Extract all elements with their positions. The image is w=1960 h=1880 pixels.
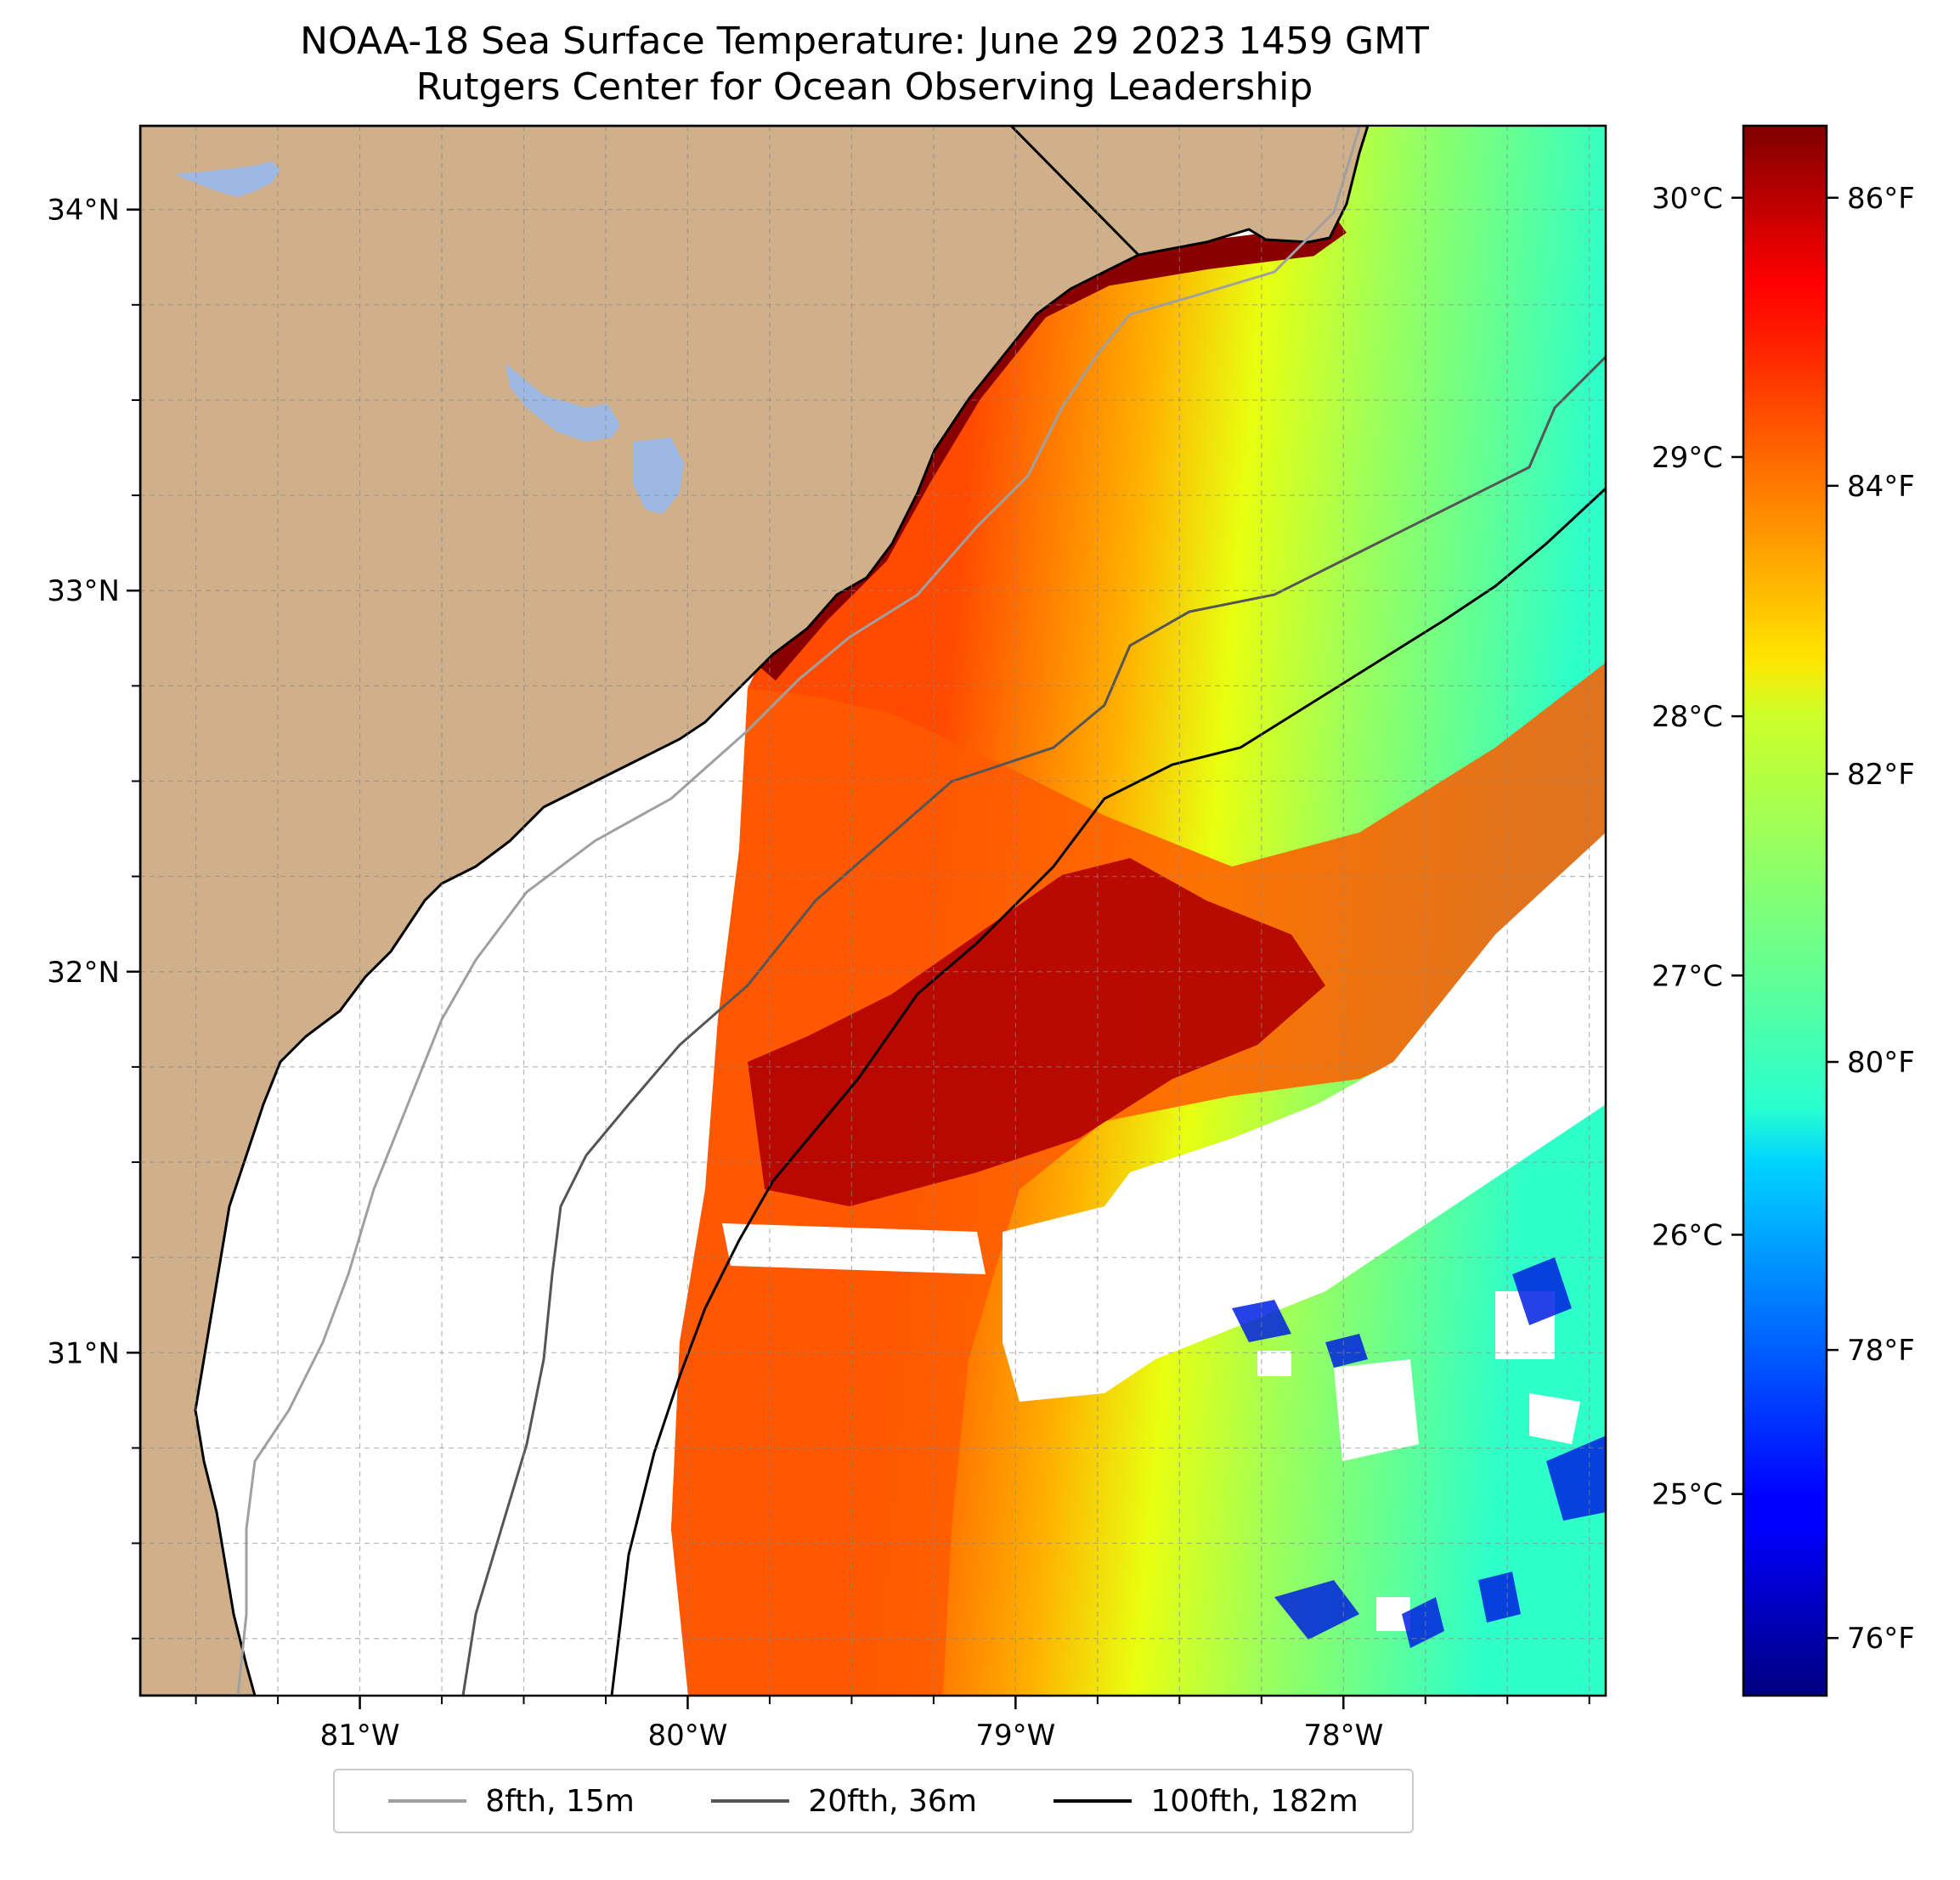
hot-core (748, 858, 1325, 1206)
legend-label-8fth: 8fth, 15m (485, 1783, 635, 1819)
legend-item-20fth: 20fth, 36m (711, 1784, 977, 1819)
gridlines (140, 126, 1606, 1696)
celsius-tick-label: 27°C (1652, 959, 1723, 993)
fahrenheit-tick-label: 84°F (1847, 470, 1915, 504)
fahrenheit-tick-label: 76°F (1847, 1622, 1915, 1656)
lat-tick-label: 32°N (47, 956, 120, 990)
lon-tick-label: 81°W (320, 1719, 400, 1753)
legend-label-100fth: 100fth, 182m (1150, 1783, 1358, 1819)
celsius-tick-label: 25°C (1652, 1478, 1723, 1512)
isobath-legend: 8fth, 15m 20fth, 36m 100fth, 182m (333, 1769, 1414, 1833)
legend-item-8fth: 8fth, 15m (388, 1784, 635, 1819)
legend-swatch-100fth (1053, 1799, 1133, 1803)
isobath-20fth (461, 355, 1606, 1696)
legend-swatch-8fth (388, 1799, 467, 1803)
celsius-tick-label: 26°C (1652, 1218, 1723, 1252)
cloud-mask (722, 833, 1606, 1631)
fahrenheit-tick-label: 78°F (1847, 1334, 1915, 1368)
axis-ticks: 81°W 80°W 79°W 78°W 31°N 32°N 33°N 34°N (47, 194, 1590, 1753)
map-subtitle: Rutgers Center for Ocean Observing Leade… (415, 65, 1313, 109)
isobath-8fth (236, 127, 1361, 1696)
warm-band (671, 663, 1606, 1696)
fahrenheit-tick-label: 86°F (1847, 182, 1915, 216)
fahrenheit-tick-label: 82°F (1847, 758, 1915, 792)
celsius-tick-label: 28°C (1652, 700, 1723, 734)
fahrenheit-tick-label: 80°F (1847, 1046, 1915, 1080)
lon-tick-label: 78°W (1303, 1719, 1383, 1753)
lon-tick-label: 79°W (975, 1719, 1055, 1753)
colorbar (1742, 124, 1828, 1697)
legend-label-20fth: 20fth, 36m (808, 1783, 977, 1819)
lat-tick-label: 34°N (47, 194, 120, 228)
lon-tick-label: 80°W (648, 1719, 728, 1753)
map-frame (138, 124, 1607, 1697)
lat-tick-label: 31°N (47, 1336, 120, 1370)
celsius-tick-label: 30°C (1652, 182, 1723, 216)
celsius-tick-label: 29°C (1652, 441, 1723, 475)
map-title: NOAA-18 Sea Surface Temperature: June 29… (300, 20, 1429, 63)
inland-lake (174, 161, 684, 514)
isobath-100fth (610, 487, 1606, 1696)
map-plot-area (140, 126, 1606, 1696)
colorbar-ticks: 86°F 84°F 82°F 80°F 78°F 76°F 30°C 29°C 28°C 27°C… (1652, 182, 1915, 1656)
legend-item-100fth: 100fth, 182m (1053, 1784, 1358, 1819)
lat-tick-label: 33°N (47, 574, 120, 608)
legend-swatch-20fth (711, 1799, 790, 1803)
